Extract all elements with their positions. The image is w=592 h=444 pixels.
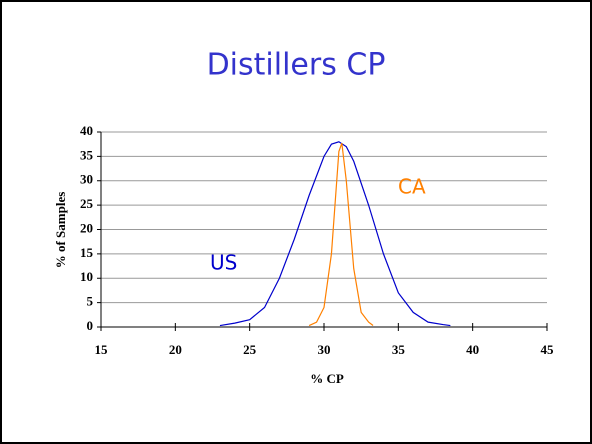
y-tick-label: 0 <box>87 318 94 333</box>
y-tick-label: 35 <box>80 147 94 162</box>
x-tick-label: 25 <box>243 342 257 357</box>
x-axis-label: % CP <box>310 371 344 386</box>
x-tick-label: 30 <box>318 342 331 357</box>
series-line <box>308 143 374 327</box>
x-tick-label: 15 <box>95 342 109 357</box>
y-tick-label: 15 <box>80 245 94 260</box>
y-axis-label: % of Samples <box>53 192 68 269</box>
x-tick-label: 40 <box>466 342 479 357</box>
series-label: US <box>210 251 237 275</box>
x-tick-label: 20 <box>169 342 182 357</box>
y-tick-label: 10 <box>80 269 93 284</box>
series-line <box>219 141 451 327</box>
x-tick-label: 35 <box>392 342 406 357</box>
y-tick-label: 20 <box>80 220 93 235</box>
y-tick-label: 5 <box>87 294 94 309</box>
y-tick-label: 40 <box>80 123 93 138</box>
chart-title: Distillers CP <box>207 48 386 83</box>
series-label: CA <box>398 175 426 199</box>
y-tick-label: 30 <box>80 172 93 187</box>
y-tick-label: 25 <box>80 196 94 211</box>
x-tick-label: 45 <box>541 342 555 357</box>
